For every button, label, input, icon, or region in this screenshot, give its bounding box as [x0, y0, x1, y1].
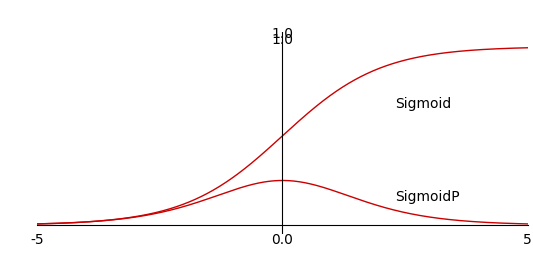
Text: 1.0: 1.0 — [271, 27, 294, 41]
Text: Sigmoid: Sigmoid — [395, 97, 451, 111]
Text: 1.0: 1.0 — [271, 33, 294, 47]
Text: SigmoidP: SigmoidP — [395, 190, 460, 204]
